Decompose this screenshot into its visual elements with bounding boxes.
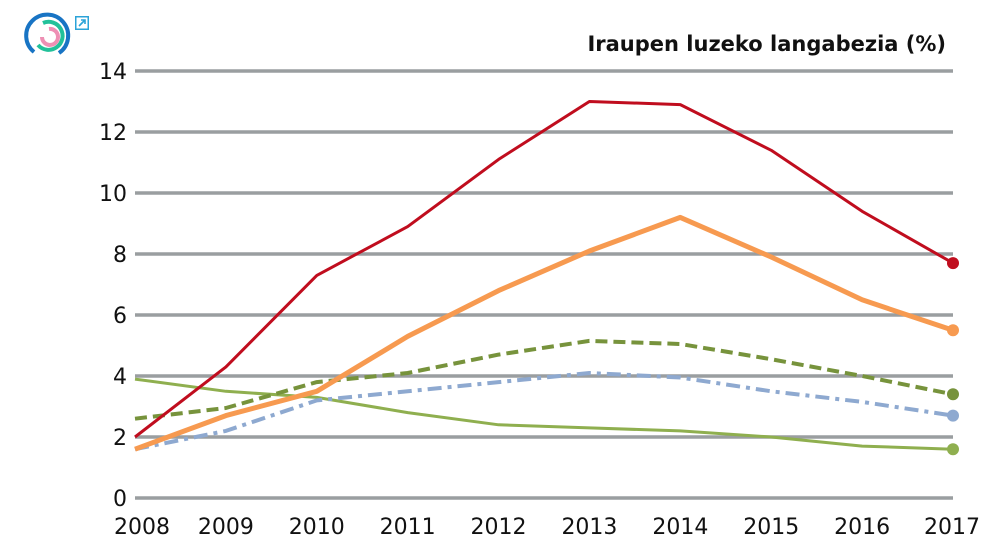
y-tick-label: 4 (113, 365, 127, 390)
series-line (134, 338, 954, 421)
x-axis-ticks: 2008 2009 2010 2011 2012 2013 2014 2015 2016 2017 (114, 515, 980, 540)
x-tick-label: 2014 (652, 515, 708, 540)
series-line (134, 371, 954, 452)
series-lines (134, 100, 959, 456)
x-tick-label: 2008 (114, 515, 170, 540)
y-axis-ticks: 0 2 4 6 8 10 12 14 (99, 60, 127, 512)
y-tick-label: 14 (99, 60, 127, 85)
series-line (134, 377, 954, 451)
series-line (134, 214, 954, 452)
series-line (134, 100, 954, 439)
x-tick-label: 2016 (834, 515, 890, 540)
series-end-marker (947, 324, 959, 337)
series-end-marker (947, 388, 959, 401)
logo-icon (20, 10, 80, 60)
y-tick-label: 10 (99, 182, 127, 207)
series-end-marker (947, 443, 959, 456)
chart-title: Iraupen luzeko langabezia (%) (587, 32, 946, 56)
x-tick-label: 2011 (380, 515, 436, 540)
x-tick-label: 2015 (743, 515, 799, 540)
series-end-marker (947, 409, 959, 422)
x-tick-label: 2009 (198, 515, 254, 540)
x-tick-label: 2012 (471, 515, 527, 540)
y-tick-label: 2 (113, 426, 127, 451)
y-tick-label: 6 (113, 304, 127, 329)
y-tick-label: 8 (113, 243, 127, 268)
x-tick-label: 2013 (561, 515, 617, 540)
y-tick-label: 12 (99, 121, 127, 146)
external-link-icon[interactable] (75, 15, 89, 30)
x-tick-label: 2010 (289, 515, 345, 540)
y-tick-label: 0 (113, 487, 127, 512)
x-tick-label: 2017 (924, 515, 980, 540)
series-end-marker (947, 257, 959, 270)
gridlines (135, 69, 953, 500)
